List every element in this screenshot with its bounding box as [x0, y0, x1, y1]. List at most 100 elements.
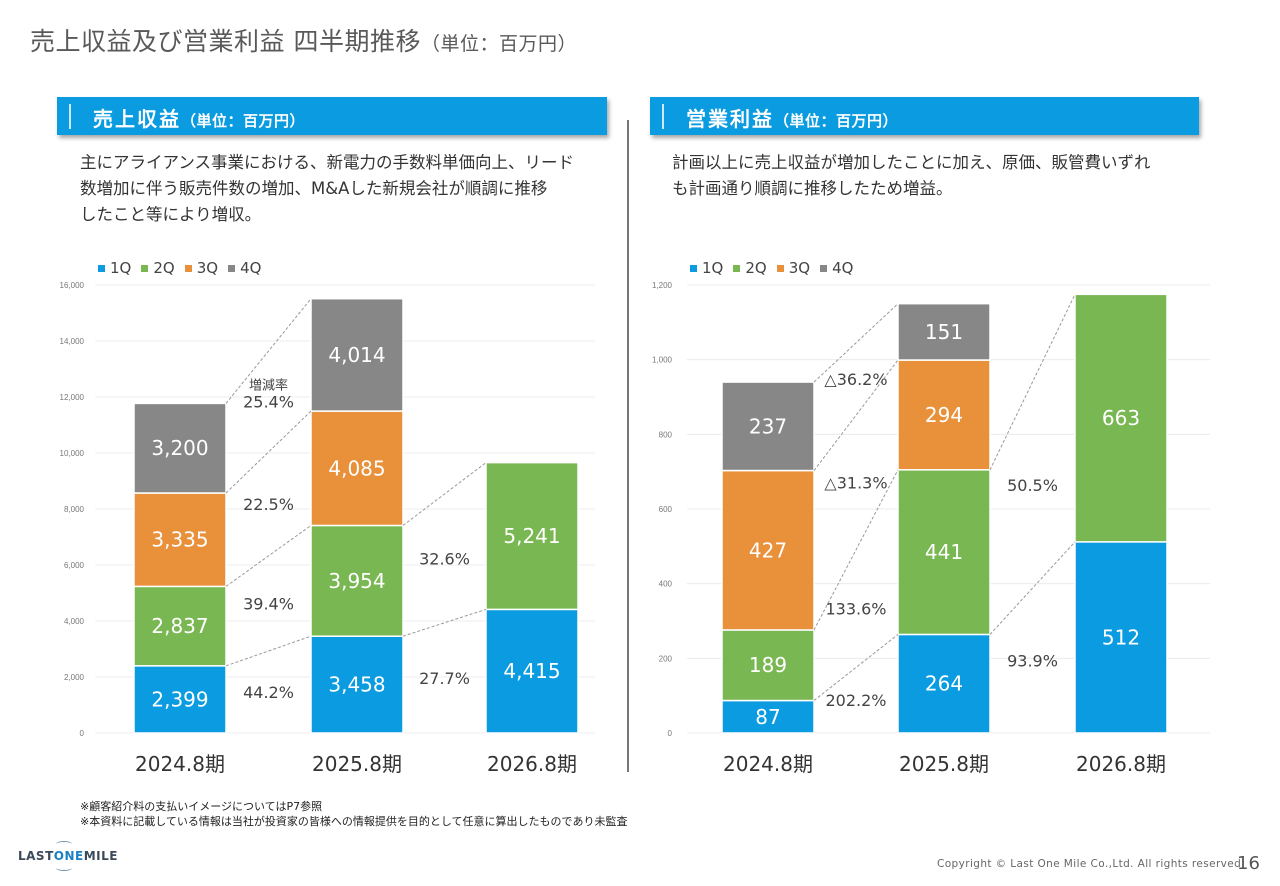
data-label: 264 — [925, 672, 963, 696]
bar-segment-2q — [721, 629, 815, 702]
data-label: 189 — [749, 653, 787, 677]
connector-line — [225, 635, 312, 667]
bar-segment-2q — [1074, 293, 1168, 543]
x-tick-label: 2026.8期 — [487, 752, 577, 776]
operating-profit-legend: 1Q 2Q 3Q 4Q — [690, 259, 853, 277]
footnote: ※本資料に記載している情報は当社が投資家の皆様への情報提供を目的として任意に算出… — [80, 815, 628, 828]
x-tick-label: 2026.8期 — [1076, 752, 1166, 776]
growth-rate-label: △36.2% — [824, 370, 887, 389]
y-tick-label: 800 — [659, 430, 673, 439]
revenue-description-line: 主にアライアンス事業における、新電力の手数料単価向上、リード — [80, 153, 575, 172]
bar-segment-2q — [485, 461, 579, 611]
legend-swatch-4q — [820, 264, 828, 272]
x-tick-label: 2025.8期 — [312, 752, 402, 776]
connector-line — [813, 359, 899, 471]
legend-item-1q: 1Q — [98, 259, 131, 277]
copyright: Copyright © Last One Mile Co.,Ltd. All r… — [937, 858, 1242, 870]
revenue-description-line: したこと等により増収。 — [80, 205, 262, 224]
logo-text-accent: ONE — [53, 849, 84, 863]
bar-segment-4q — [897, 302, 991, 361]
growth-rate-label: 39.4% — [243, 594, 294, 613]
revenue-section-header: 売上収益（単位：百万円） — [57, 97, 607, 135]
connector-line — [402, 462, 487, 526]
growth-rate-label: 32.6% — [419, 549, 470, 568]
data-label: 427 — [749, 538, 787, 562]
x-tick-label: 2024.8期 — [135, 752, 225, 776]
growth-rate-label: 25.4% — [243, 393, 294, 412]
page-title: 売上収益及び営業利益 四半期推移（単位：百万円） — [30, 22, 577, 58]
data-label: 5,241 — [503, 524, 560, 548]
legend-swatch-3q — [776, 264, 784, 272]
operating-profit-section-header: 営業利益（単位：百万円） — [650, 97, 1199, 135]
legend-label: 3Q — [196, 259, 219, 277]
data-label: 237 — [749, 414, 787, 438]
page-title-text: 売上収益及び営業利益 四半期推移 — [30, 27, 421, 56]
legend-label: 4Q — [240, 259, 262, 277]
legend-item-4q: 4Q — [820, 259, 853, 277]
legend-item-3q: 3Q — [776, 259, 811, 277]
page-number: 16 — [1237, 853, 1260, 874]
connector-line — [402, 608, 487, 637]
revenue-description-line: 数増加に伴う販売件数の増加、M&Aした新規会社が順調に推移 — [80, 179, 548, 198]
connector-line — [225, 298, 312, 404]
connector-line — [989, 541, 1076, 635]
growth-rate-label: 50.5% — [1007, 476, 1058, 495]
data-label: 3,458 — [328, 673, 385, 697]
growth-rate-label: 27.7% — [419, 669, 470, 688]
operating-profit-header-unit: （単位：百万円） — [774, 112, 899, 130]
connector-line — [225, 525, 312, 587]
connector-line — [813, 634, 899, 701]
y-tick-label: 1,200 — [652, 281, 673, 290]
y-tick-label: 12,000 — [60, 393, 85, 402]
operating-profit-description-line: も計画通り順調に推移したため増益。 — [672, 179, 953, 198]
bar-segment-4q — [310, 297, 404, 412]
y-tick-label: 0 — [668, 729, 673, 738]
growth-rate-label: 133.6% — [825, 600, 886, 619]
operating-profit-description: 計画以上に売上収益が増加したことに加え、原価、販管費いずれ も計画通り順調に推移… — [672, 150, 1151, 202]
growth-rate-label: 22.5% — [243, 495, 294, 514]
connector-line — [989, 294, 1076, 471]
connector-line — [813, 303, 899, 383]
data-label: 2,837 — [151, 614, 208, 638]
bar-segment-4q — [721, 381, 815, 472]
company-logo: LASTONEMILE — [18, 841, 118, 871]
header-accent-bar — [69, 104, 71, 129]
connector-line — [225, 410, 312, 494]
legend-item-3q: 3Q — [184, 259, 219, 277]
legend-label: 4Q — [832, 259, 854, 277]
y-tick-label: 8,000 — [64, 505, 85, 514]
operating-profit-header-title: 営業利益 — [686, 107, 774, 131]
data-label: 663 — [1102, 406, 1140, 430]
data-label: 4,014 — [328, 343, 385, 367]
y-tick-label: 4,000 — [64, 617, 85, 626]
logo-text: LAST — [18, 849, 54, 863]
page-title-unit: （単位：百万円） — [420, 33, 577, 55]
operating-profit-stacked-bar-chart: 0 200 400 600 800 1,000 1,200 87 189 427 237 2024.8… — [652, 281, 1210, 776]
legend-label: 2Q — [153, 259, 175, 277]
legend-swatch-4q — [228, 264, 236, 272]
data-label: 4,415 — [503, 659, 560, 683]
data-label: 4,085 — [328, 456, 385, 480]
legend-label: 3Q — [788, 259, 811, 277]
revenue-description: 主にアライアンス事業における、新電力の手数料単価向上、リード 数増加に伴う販売件… — [80, 150, 574, 228]
footnotes: ※顧客紹介料の支払いイメージについてはP7参照 ※本資料に記載している情報は当社… — [80, 799, 627, 829]
revenue-legend: 1Q 2Q 3Q 4Q — [98, 259, 261, 277]
operating-profit-description-line: 計画以上に売上収益が増加したことに加え、原価、販管費いずれ — [672, 153, 1151, 172]
data-label: 3,335 — [151, 528, 208, 552]
revenue-header-unit: （単位：百万円） — [181, 112, 306, 130]
bar-segment-1q — [485, 608, 579, 734]
data-label: 2,399 — [151, 687, 208, 711]
y-tick-label: 200 — [659, 654, 673, 663]
legend-item-4q: 4Q — [228, 259, 261, 277]
connector-line — [813, 469, 899, 631]
data-label: 294 — [925, 403, 963, 427]
bar-segment-4q — [133, 402, 227, 494]
section-divider — [627, 120, 629, 772]
legend-item-1q: 1Q — [690, 259, 723, 277]
y-tick-label: 16,000 — [60, 281, 85, 290]
y-tick-label: 1,000 — [652, 356, 673, 365]
legend-swatch-1q — [690, 264, 697, 272]
y-tick-label: 14,000 — [60, 337, 85, 346]
bar-segment-2q — [897, 469, 991, 636]
legend-swatch-3q — [184, 264, 192, 272]
